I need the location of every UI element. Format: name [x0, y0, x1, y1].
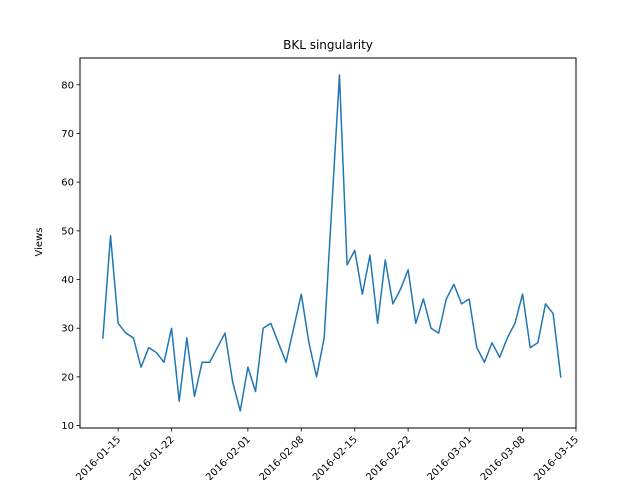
data-point	[514, 323, 516, 325]
data-point	[186, 337, 188, 339]
data-point	[346, 264, 348, 266]
y-tick-label: 40	[61, 275, 74, 286]
data-point	[270, 323, 272, 325]
data-point	[545, 303, 547, 305]
data-point	[178, 400, 180, 402]
data-point	[476, 347, 478, 349]
data-point	[323, 337, 325, 339]
data-point	[384, 259, 386, 261]
data-point	[255, 391, 257, 393]
data-point	[232, 381, 234, 383]
data-point	[125, 332, 127, 334]
plot-frame	[79, 57, 577, 429]
y-tick-label: 70	[61, 129, 74, 140]
data-point	[209, 361, 211, 363]
data-point	[224, 332, 226, 334]
data-point	[278, 342, 280, 344]
data-point	[262, 327, 264, 329]
data-point	[133, 337, 135, 339]
data-point	[362, 293, 364, 295]
data-point	[392, 303, 394, 305]
data-point	[445, 298, 447, 300]
data-point	[163, 361, 165, 363]
data-point	[201, 361, 203, 363]
data-point	[102, 337, 104, 339]
data-point	[354, 250, 356, 252]
data-point	[300, 293, 302, 295]
data-point	[430, 327, 432, 329]
data-point	[369, 254, 371, 256]
y-tick-label: 50	[61, 226, 74, 237]
data-point	[400, 288, 402, 290]
data-point	[217, 347, 219, 349]
data-point	[499, 357, 501, 359]
data-point	[247, 366, 249, 368]
data-point	[140, 366, 142, 368]
data-point	[552, 313, 554, 315]
data-point	[407, 269, 409, 271]
data-point	[560, 376, 562, 378]
data-point	[484, 361, 486, 363]
data-point	[461, 303, 463, 305]
data-point	[529, 347, 531, 349]
data-point	[117, 323, 119, 325]
data-point	[491, 342, 493, 344]
y-tick-label: 30	[61, 324, 74, 335]
data-point	[316, 376, 318, 378]
data-point	[537, 342, 539, 344]
data-point	[438, 332, 440, 334]
data-point	[507, 337, 509, 339]
data-point	[331, 206, 333, 208]
y-tick-label: 60	[61, 178, 74, 189]
y-axis-label: Views	[34, 228, 45, 257]
data-point	[194, 396, 196, 398]
data-point	[293, 327, 295, 329]
data-point	[148, 347, 150, 349]
data-point	[522, 293, 524, 295]
data-point	[415, 323, 417, 325]
data-point	[339, 74, 341, 76]
data-point	[468, 298, 470, 300]
series-line	[102, 74, 562, 412]
y-tick-label: 20	[61, 372, 74, 383]
data-point	[156, 352, 158, 354]
y-tick-label: 10	[61, 421, 74, 432]
chart-title: BKL singularity	[283, 38, 373, 52]
data-point	[423, 298, 425, 300]
data-point	[239, 410, 241, 412]
y-tick-label: 80	[61, 80, 74, 91]
data-point	[453, 284, 455, 286]
data-point	[171, 327, 173, 329]
data-point	[377, 323, 379, 325]
data-point	[110, 235, 112, 237]
data-point	[308, 342, 310, 344]
data-point	[285, 361, 287, 363]
